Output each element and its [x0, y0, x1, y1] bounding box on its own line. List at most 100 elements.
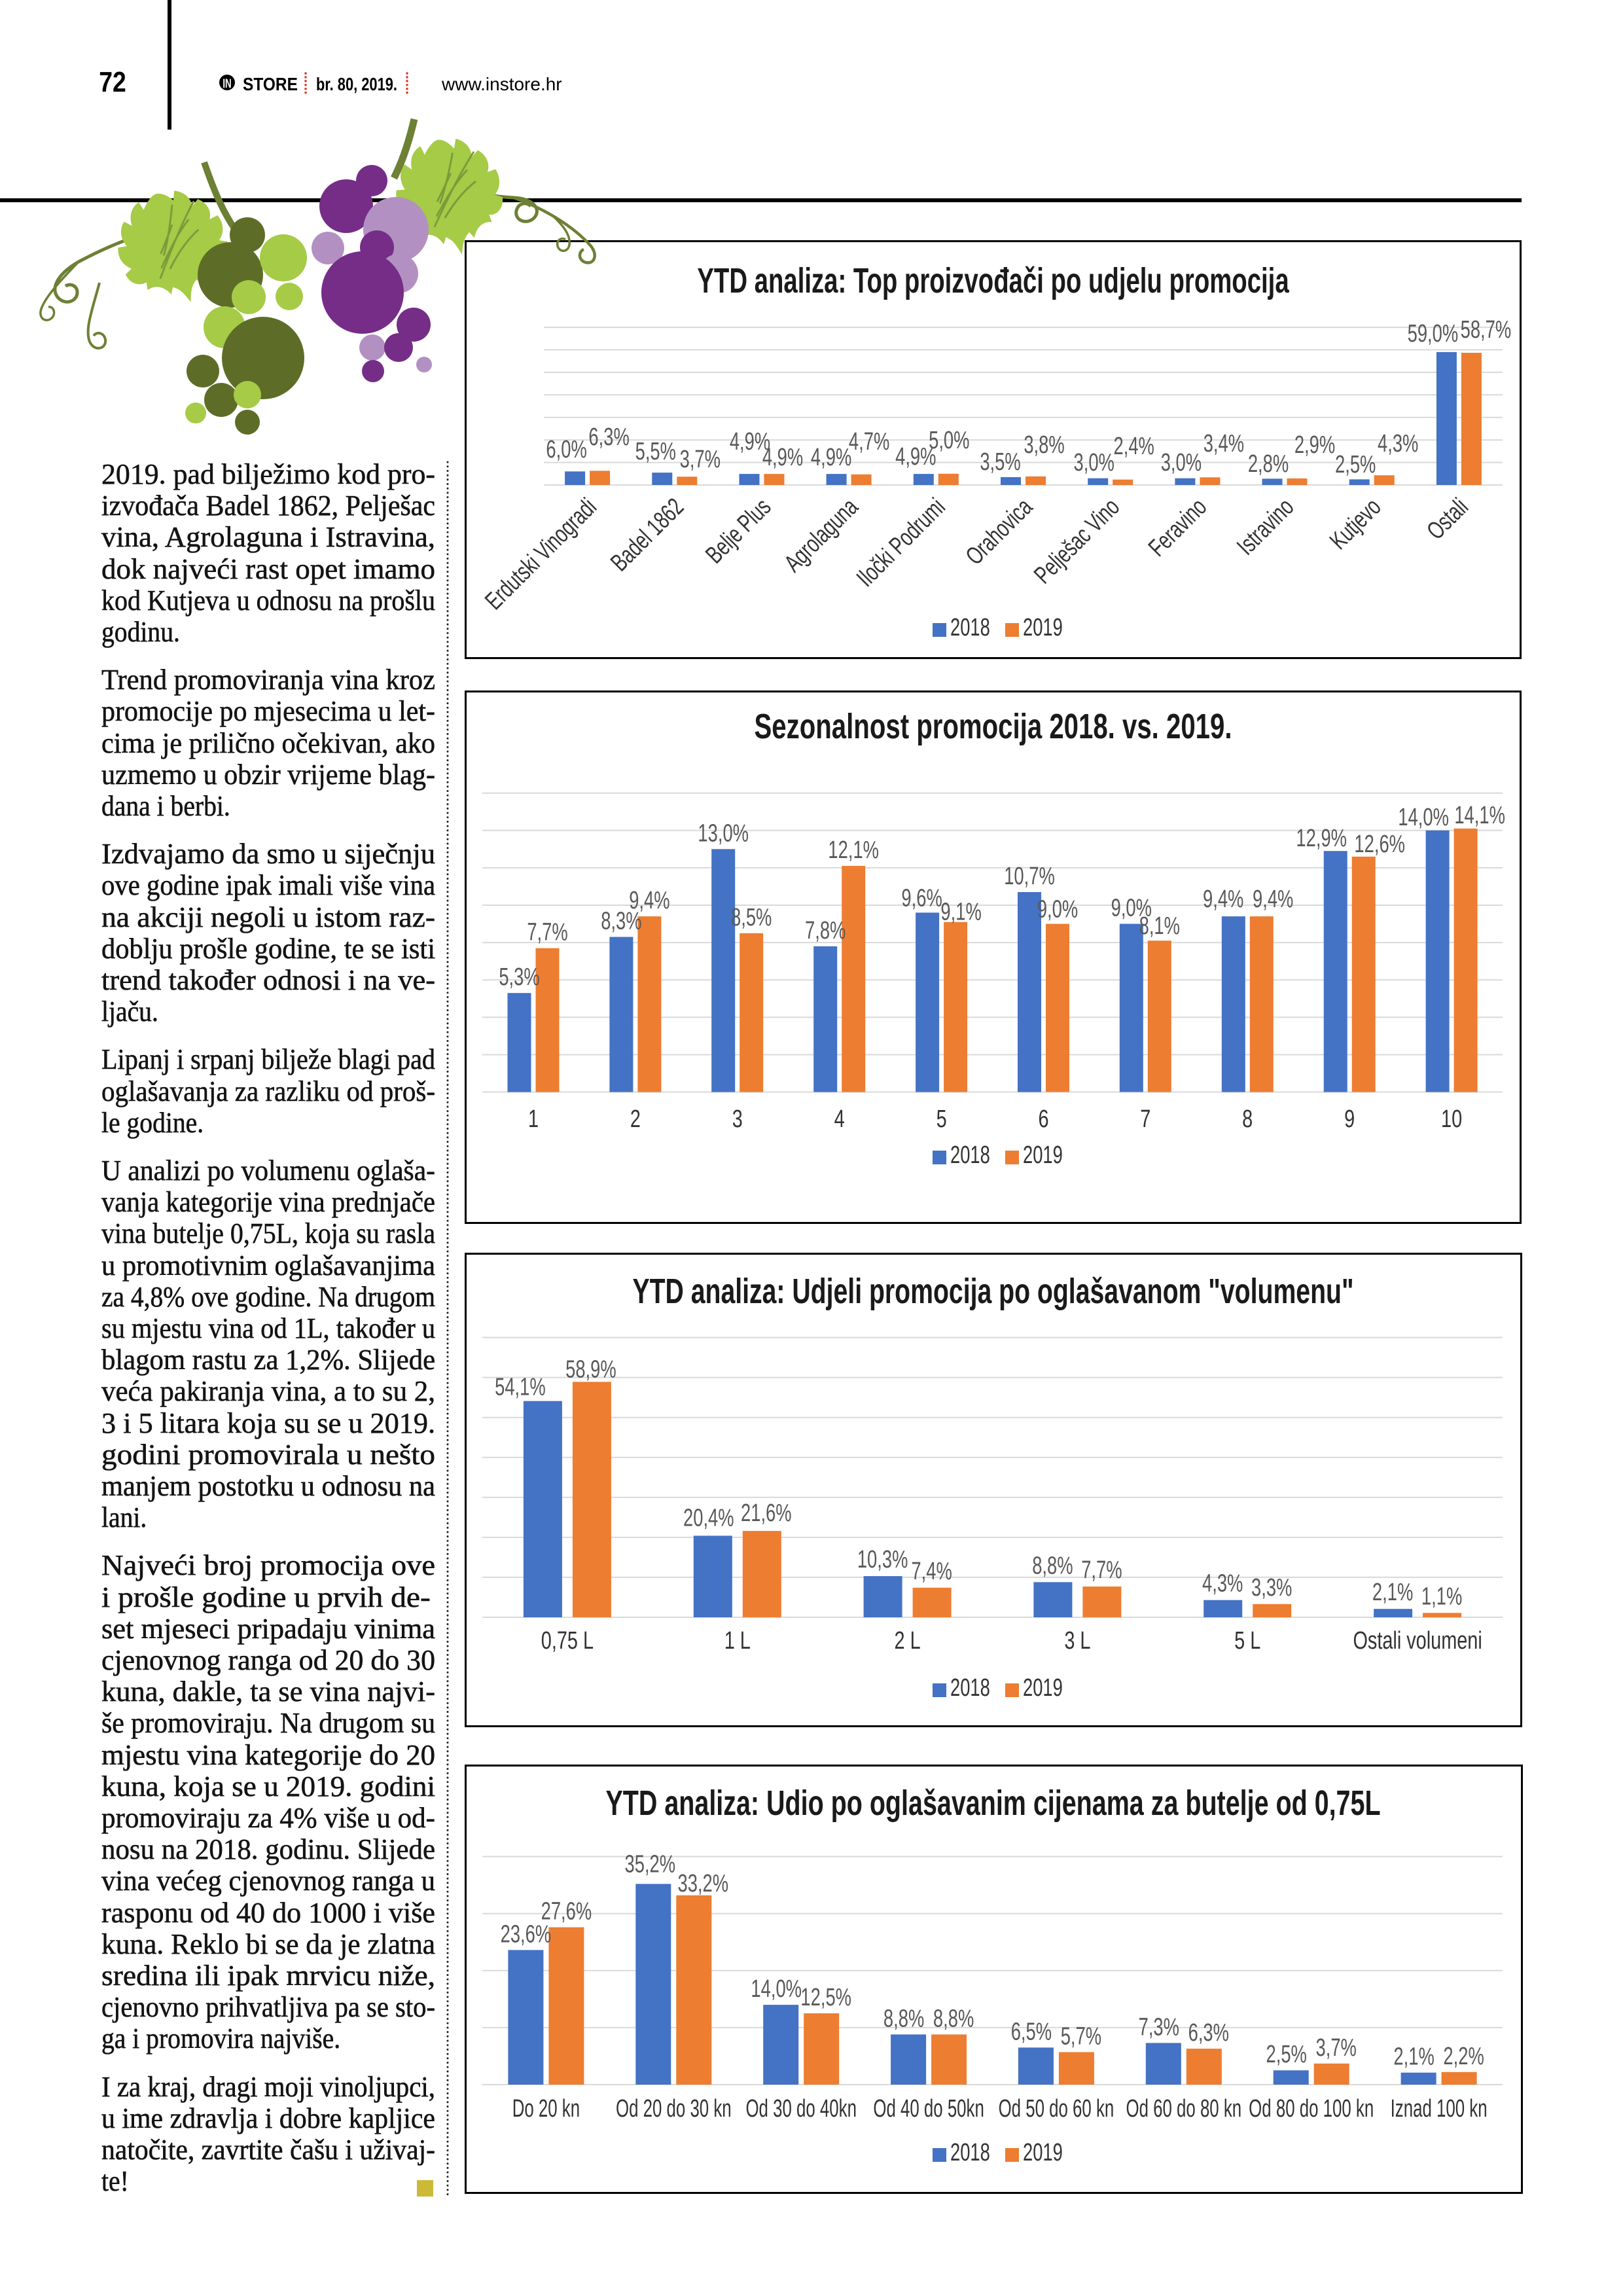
svg-text:1: 1	[528, 1105, 539, 1133]
svg-text:4,3%: 4,3%	[1378, 430, 1418, 457]
svg-text:7,3%: 7,3%	[1139, 2013, 1179, 2041]
svg-text:8: 8	[1242, 1105, 1253, 1133]
svg-text:Od 30 do 40kn: Od 30 do 40kn	[745, 2094, 856, 2122]
svg-text:9,4%: 9,4%	[1203, 886, 1243, 913]
svg-text:Do 20 kn: Do 20 kn	[512, 2094, 580, 2122]
svg-text:2: 2	[630, 1105, 641, 1133]
svg-text:Od 50 do 60 kn: Od 50 do 60 kn	[999, 2094, 1115, 2122]
svg-text:3,7%: 3,7%	[1316, 2034, 1357, 2062]
svg-text:2018: 2018	[950, 1141, 990, 1169]
svg-text:Od 40 do 50kn: Od 40 do 50kn	[873, 2094, 984, 2122]
svg-text:Od 60 do 80 kn: Od 60 do 80 kn	[1126, 2094, 1241, 2122]
svg-text:59,0%: 59,0%	[1408, 320, 1459, 348]
svg-text:8,5%: 8,5%	[731, 904, 772, 931]
svg-text:6,3%: 6,3%	[588, 423, 629, 451]
svg-text:2019: 2019	[1023, 2139, 1063, 2166]
svg-text:2,4%: 2,4%	[1114, 433, 1154, 460]
svg-text:10: 10	[1441, 1105, 1462, 1133]
svg-text:2019: 2019	[1023, 1141, 1063, 1169]
svg-text:br. 80, 2019.: br. 80, 2019.	[316, 74, 397, 94]
svg-text:12,6%: 12,6%	[1354, 831, 1405, 858]
svg-text:6: 6	[1038, 1105, 1048, 1133]
svg-text:33,2%: 33,2%	[678, 1870, 729, 1897]
svg-text:7,4%: 7,4%	[911, 1558, 952, 1585]
svg-text:5,5%: 5,5%	[635, 438, 676, 465]
svg-text:Ostali volumeni: Ostali volumeni	[1353, 1626, 1482, 1655]
svg-text:10,7%: 10,7%	[1004, 863, 1055, 890]
svg-text:3 L: 3 L	[1064, 1626, 1090, 1655]
svg-text:12,9%: 12,9%	[1296, 825, 1347, 852]
svg-text:6,0%: 6,0%	[546, 436, 586, 463]
svg-text:54,1%: 54,1%	[495, 1373, 546, 1401]
svg-text:4,3%: 4,3%	[1202, 1570, 1243, 1597]
svg-text:9,1%: 9,1%	[940, 898, 981, 925]
svg-text:2,2%: 2,2%	[1443, 2043, 1484, 2070]
svg-text:72: 72	[99, 65, 126, 98]
svg-text:Sezonalnost promocija 2018. vs: Sezonalnost promocija 2018. vs. 2019.	[755, 707, 1232, 746]
svg-text:Od 80 do 100 kn: Od 80 do 100 kn	[1249, 2094, 1374, 2122]
svg-text:2 L: 2 L	[895, 1626, 921, 1655]
svg-text:7,7%: 7,7%	[1081, 1556, 1122, 1584]
svg-text:4,9%: 4,9%	[730, 428, 770, 456]
svg-text:20,4%: 20,4%	[683, 1504, 734, 1532]
svg-text:3,8%: 3,8%	[1024, 431, 1064, 459]
svg-text:2018: 2018	[950, 2139, 990, 2166]
svg-text:5,3%: 5,3%	[499, 963, 539, 991]
svg-text:23,6%: 23,6%	[501, 1920, 552, 1948]
svg-text:1 L: 1 L	[724, 1626, 751, 1655]
svg-text:2,9%: 2,9%	[1294, 431, 1335, 459]
svg-text:Iznad 100 kn: Iznad 100 kn	[1391, 2094, 1488, 2122]
svg-text:14,0%: 14,0%	[751, 1975, 802, 2003]
svg-text:IN: IN	[223, 77, 231, 91]
svg-text:6,3%: 6,3%	[1188, 2019, 1229, 2047]
svg-text:5,0%: 5,0%	[929, 427, 969, 454]
svg-text:0,75 L: 0,75 L	[541, 1626, 594, 1655]
svg-text:8,8%: 8,8%	[933, 2005, 974, 2032]
svg-text:58,9%: 58,9%	[565, 1355, 616, 1383]
svg-text:Od 20 do 30 kn: Od 20 do 30 kn	[616, 2094, 732, 2122]
svg-text:10,3%: 10,3%	[857, 1546, 908, 1573]
svg-text:2,1%: 2,1%	[1372, 1579, 1413, 1606]
svg-text:1,1%: 1,1%	[1421, 1583, 1462, 1610]
svg-text:2,5%: 2,5%	[1266, 2041, 1307, 2068]
svg-text:3,0%: 3,0%	[1074, 449, 1115, 476]
svg-text:5,7%: 5,7%	[1061, 2022, 1101, 2050]
svg-text:35,2%: 35,2%	[625, 1850, 676, 1878]
svg-text:9: 9	[1344, 1105, 1355, 1133]
svg-text:2,1%: 2,1%	[1393, 2043, 1434, 2070]
svg-text:27,6%: 27,6%	[541, 1897, 592, 1925]
svg-text:9,0%: 9,0%	[1037, 895, 1078, 923]
svg-text:7,8%: 7,8%	[805, 917, 846, 944]
svg-text:9,4%: 9,4%	[1253, 886, 1293, 913]
svg-text:2018: 2018	[950, 1674, 990, 1702]
svg-text:7,7%: 7,7%	[527, 918, 567, 946]
svg-text:8,8%: 8,8%	[883, 2005, 924, 2032]
svg-text:2019: 2019	[1023, 1674, 1063, 1702]
svg-text:2,5%: 2,5%	[1335, 451, 1376, 478]
svg-text:9,0%: 9,0%	[1111, 894, 1152, 922]
svg-text:5: 5	[936, 1105, 947, 1133]
svg-text:13,0%: 13,0%	[698, 819, 749, 847]
svg-text:STORE: STORE	[243, 73, 298, 94]
svg-text:9,6%: 9,6%	[901, 884, 942, 912]
svg-text:4,9%: 4,9%	[811, 444, 851, 471]
svg-text:8,1%: 8,1%	[1139, 912, 1180, 940]
svg-text:4,7%: 4,7%	[849, 428, 889, 456]
svg-text:7: 7	[1140, 1105, 1150, 1133]
svg-text:3,3%: 3,3%	[1251, 1574, 1292, 1602]
svg-text:4,9%: 4,9%	[895, 443, 936, 471]
svg-text:3,0%: 3,0%	[1161, 449, 1202, 476]
svg-text:21,6%: 21,6%	[741, 1499, 792, 1527]
svg-text:5 L: 5 L	[1234, 1626, 1260, 1655]
svg-text:www.instore.hr: www.instore.hr	[441, 74, 562, 94]
svg-text:3,5%: 3,5%	[980, 448, 1020, 476]
svg-text:9,4%: 9,4%	[629, 887, 669, 914]
svg-text:3,7%: 3,7%	[680, 446, 721, 473]
svg-text:14,1%: 14,1%	[1454, 802, 1505, 829]
svg-text:58,7%: 58,7%	[1461, 316, 1512, 344]
svg-text:12,5%: 12,5%	[800, 1984, 851, 2011]
svg-text:2019: 2019	[1023, 614, 1063, 641]
svg-text:2018: 2018	[950, 614, 990, 641]
svg-text:YTD analiza: Udio po oglašavan: YTD analiza: Udio po oglašavanim cijenam…	[605, 1784, 1380, 1823]
svg-text:8,8%: 8,8%	[1032, 1552, 1073, 1579]
